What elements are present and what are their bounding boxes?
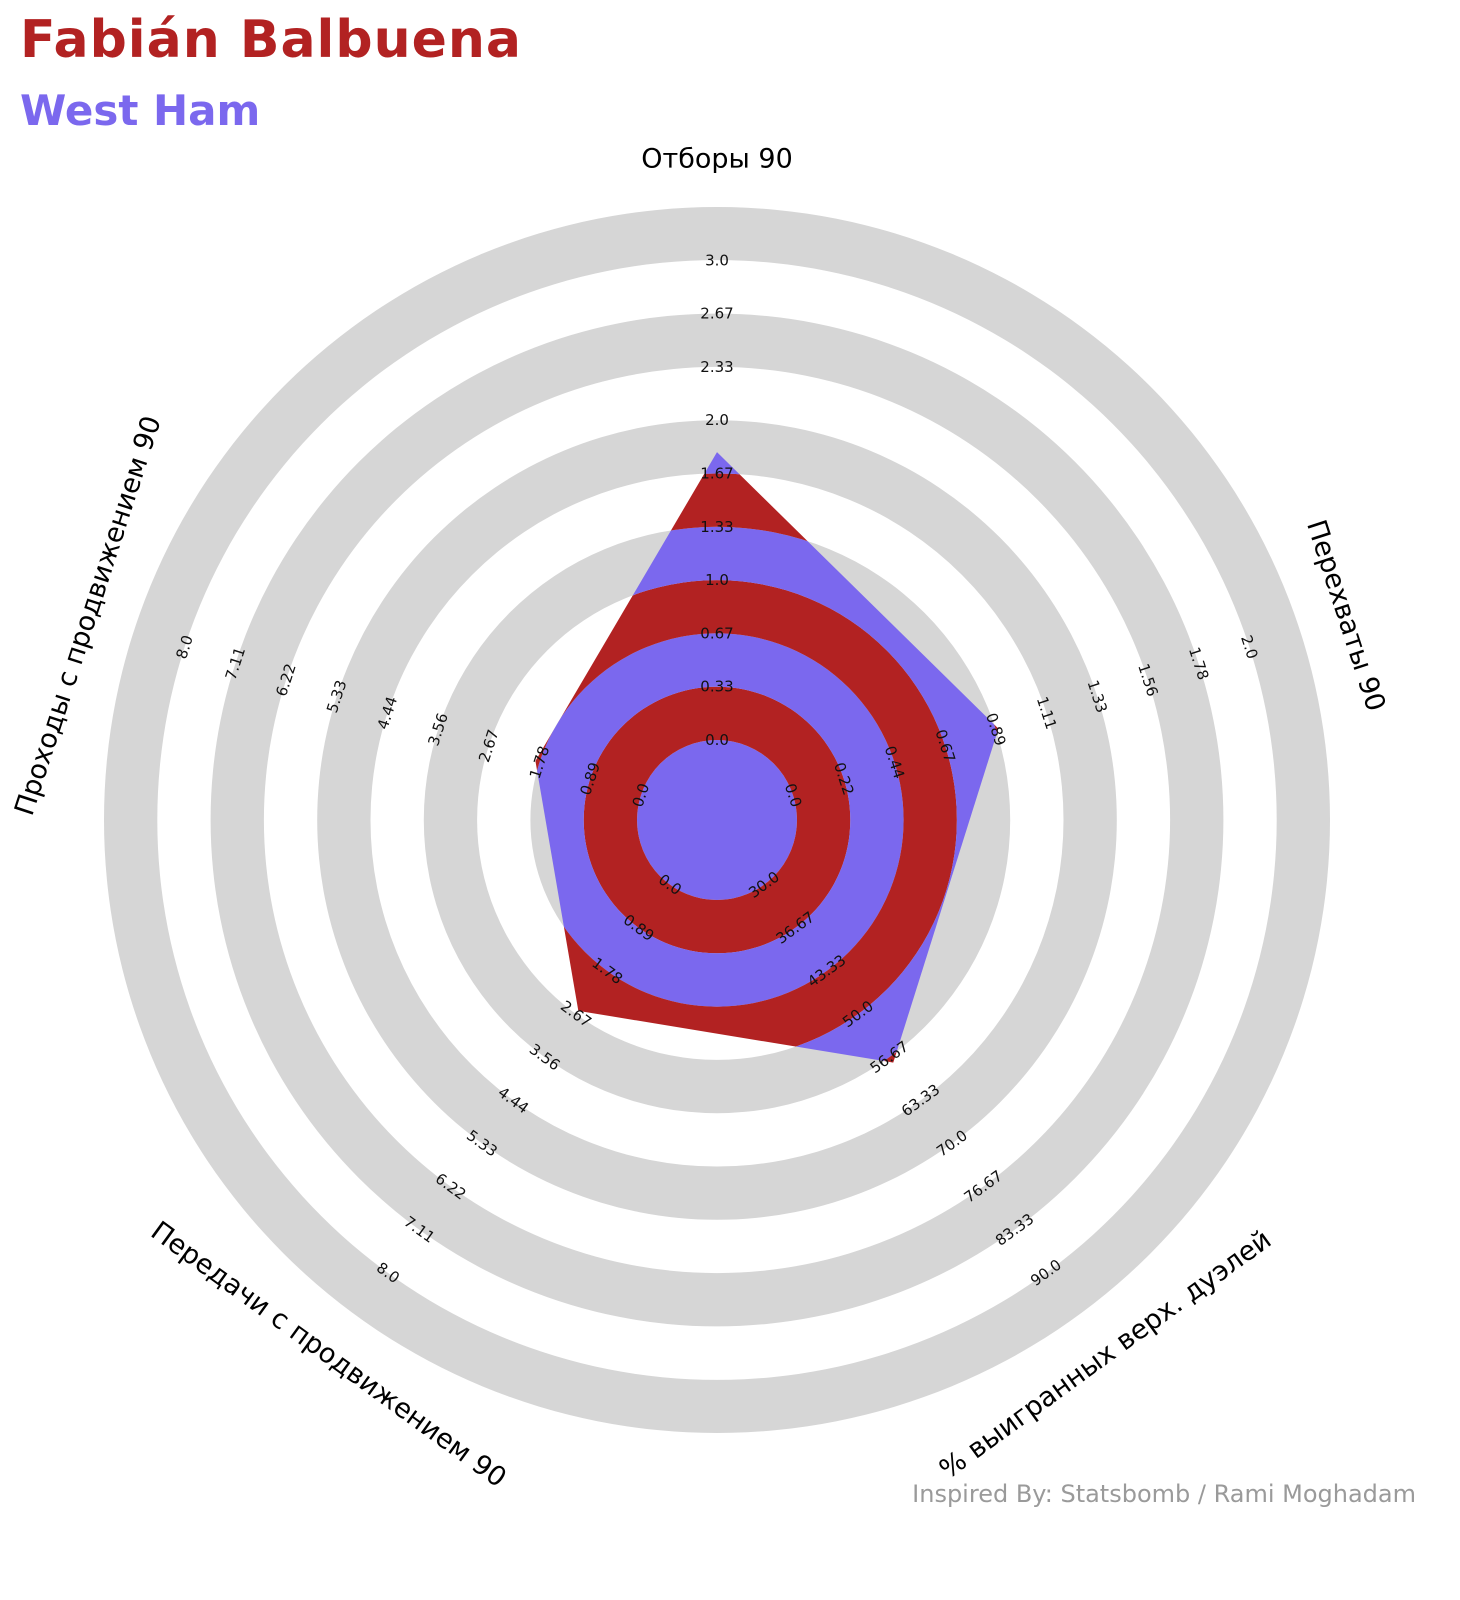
- data-area: [535, 452, 999, 1063]
- tick-label: 2.33: [700, 358, 733, 376]
- credit-text: Inspired By: Statsbomb / Rami Moghadam: [912, 1480, 1416, 1508]
- data-ring: [583, 686, 851, 954]
- tick-label: 1.0: [705, 571, 729, 589]
- tick-labels: 0.00.330.671.01.331.672.02.332.673.00.0 0…: [172, 251, 1261, 1290]
- tick-label: 1.67: [700, 465, 733, 483]
- chart-subtitle: West Ham: [20, 86, 261, 135]
- tick-label: 1.33: [700, 518, 733, 536]
- tick-label: 3.0: [705, 251, 729, 269]
- tick-label: 2.67: [700, 305, 733, 323]
- tick-label: 0.0: [705, 731, 729, 749]
- chart-title: Fabián Balbuena: [20, 10, 522, 70]
- tick-label: 2.0: [705, 411, 729, 429]
- inner-disc: [637, 740, 797, 900]
- axis-label: Отборы 90: [641, 144, 793, 175]
- tick-label: 0.33: [700, 678, 733, 696]
- tick-label: 0.67: [700, 624, 733, 642]
